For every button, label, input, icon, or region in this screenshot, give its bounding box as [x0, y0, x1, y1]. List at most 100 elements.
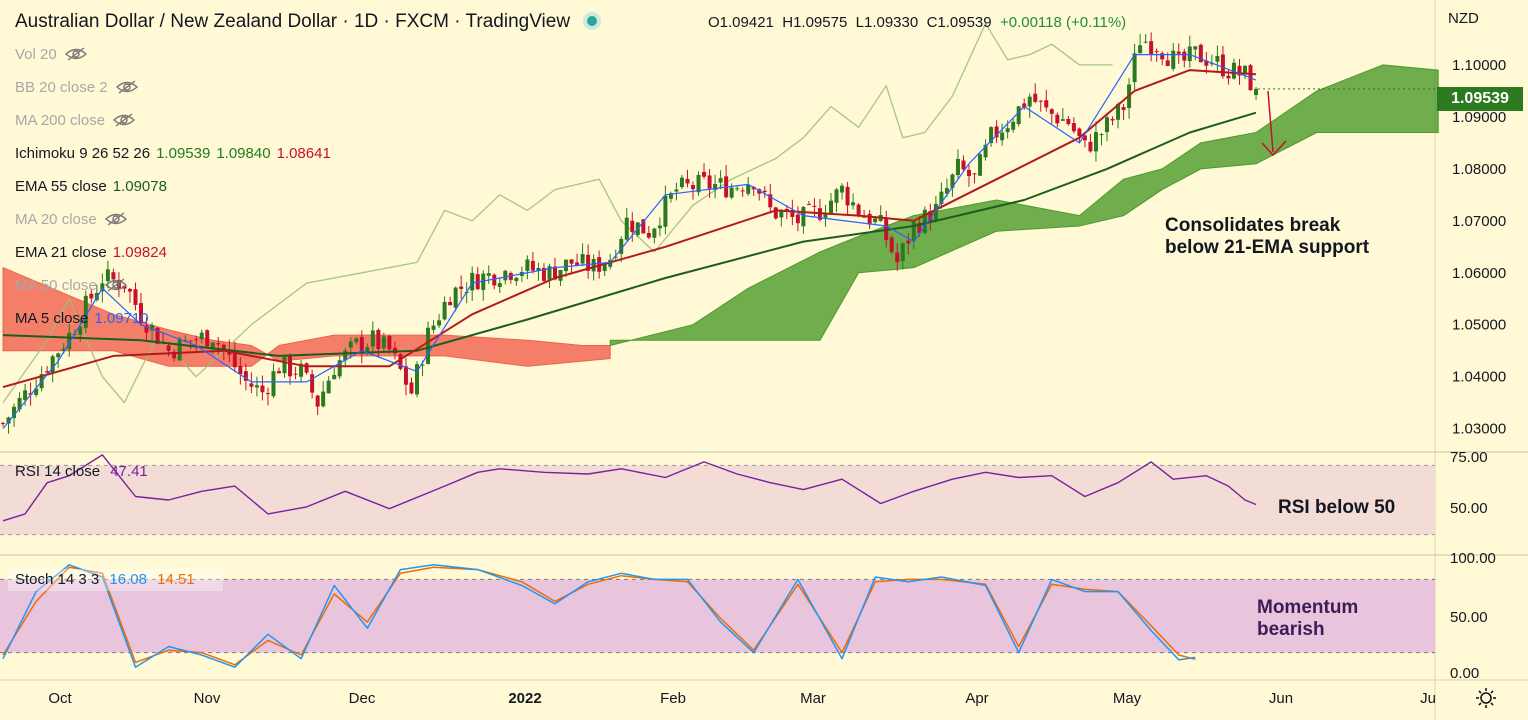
candle-body	[1105, 117, 1109, 133]
stoch-annotation-line-1: Momentum	[1257, 597, 1359, 618]
candle-body	[553, 266, 557, 280]
candle-body	[900, 243, 905, 261]
candle-body	[89, 293, 94, 299]
candle-body	[194, 339, 199, 341]
candle-body	[630, 220, 635, 232]
candle-body	[806, 203, 811, 205]
candle-body	[939, 191, 944, 205]
time-tick-label: Mar	[800, 690, 826, 707]
legend-row[interactable]: MA 5 close 1.09710	[15, 310, 149, 328]
candle-body	[961, 160, 966, 170]
candle-body	[437, 320, 442, 326]
candle-body	[238, 365, 243, 375]
hidden-eye-icon[interactable]	[113, 113, 136, 127]
legend-row[interactable]: Vol 20	[15, 46, 87, 64]
settings-gear-icon[interactable]	[1475, 687, 1497, 709]
candle-body	[944, 188, 949, 194]
candle-body	[668, 193, 673, 199]
legend-row[interactable]: EMA 55 close 1.09078	[15, 178, 167, 196]
candle-body	[216, 343, 221, 345]
stoch-d-value: 14.51	[157, 571, 195, 588]
candle-body	[127, 288, 132, 292]
candle-body	[641, 219, 646, 234]
candle-body	[315, 395, 320, 407]
candle-body	[23, 390, 28, 401]
candle-body	[514, 277, 519, 282]
candle-body	[795, 214, 800, 224]
candle-body	[177, 338, 182, 361]
rsi-legend[interactable]: RSI 14 close 47.41	[15, 463, 148, 481]
candle-body	[856, 204, 861, 216]
candle-body	[205, 330, 210, 347]
stoch-k-value: 16.08	[109, 571, 147, 588]
candle-body	[376, 329, 381, 349]
time-tick-label: Feb	[660, 690, 686, 707]
candle-body	[1149, 41, 1154, 54]
candle-body	[1033, 93, 1038, 102]
candle-body	[1116, 104, 1121, 120]
candle-body	[326, 380, 331, 394]
candle-body	[674, 189, 679, 192]
candle-body	[1077, 128, 1082, 137]
stoch-legend[interactable]: Stoch 14 3 3 16.08 14.51	[15, 571, 195, 589]
legend-row[interactable]: BB 20 close 2	[15, 79, 138, 97]
hidden-eye-icon[interactable]	[64, 47, 87, 61]
legend-row[interactable]: MA 20 close	[15, 211, 127, 229]
candle-body	[1099, 134, 1104, 136]
currency-label[interactable]: NZD	[1448, 10, 1479, 27]
candle-body	[911, 221, 916, 241]
candle-body	[288, 355, 293, 377]
close-value: C1.09539	[926, 14, 992, 31]
candle-body	[282, 356, 287, 374]
candle-body	[1237, 65, 1242, 76]
candle-body	[862, 216, 867, 218]
price-axis-bg	[1435, 0, 1528, 720]
legend-row[interactable]: EMA 21 close 1.09824	[15, 244, 167, 262]
ichimoku-lagging-span	[2, 22, 1113, 404]
candle-body	[249, 383, 254, 387]
price-annotation: Consolidates break below 21-EMA support	[1165, 215, 1369, 259]
candle-body	[78, 326, 83, 335]
candle-body	[840, 185, 845, 193]
hidden-eye-icon[interactable]	[104, 278, 127, 292]
legend-row[interactable]: MA 200 close	[15, 112, 136, 130]
candle-body	[702, 171, 707, 177]
candle-body	[1138, 45, 1143, 54]
price-tick-label: 1.03000	[1452, 421, 1506, 438]
legend-row[interactable]: MA 50 close	[15, 277, 127, 295]
candle-body	[403, 366, 408, 385]
candle-body	[370, 330, 375, 347]
candle-body	[884, 217, 889, 241]
candle-body	[6, 417, 11, 424]
candle-body	[1049, 109, 1054, 114]
price-tick-label: 1.07000	[1452, 213, 1506, 230]
candle-body	[834, 189, 839, 203]
price-tick-label: 1.09000	[1452, 109, 1506, 126]
candle-body	[172, 351, 177, 359]
candle-body	[928, 211, 933, 223]
price-tick-label: 1.05000	[1452, 317, 1506, 334]
candles	[1, 32, 1259, 434]
candle-body	[332, 374, 337, 380]
candle-body	[1, 423, 5, 425]
candle-body	[453, 287, 458, 308]
candle-body	[530, 261, 535, 271]
candle-body	[67, 332, 72, 350]
candle-body	[17, 397, 22, 410]
hidden-eye-icon[interactable]	[104, 212, 127, 226]
candle-body	[950, 174, 955, 188]
legend-row[interactable]: Ichimoku 9 26 52 26 1.09539 1.09840 1.08641	[15, 145, 331, 163]
candle-body	[486, 273, 491, 276]
candle-body	[718, 178, 723, 183]
ema-21-line	[2, 69, 1257, 389]
candle-body	[790, 210, 795, 217]
candle-body	[812, 205, 817, 207]
candle-body	[254, 385, 259, 388]
candle-body	[387, 336, 392, 350]
candle-body	[1160, 53, 1165, 60]
candle-body	[321, 391, 326, 407]
candle-body	[61, 348, 66, 352]
hidden-eye-icon[interactable]	[115, 80, 138, 94]
candle-body	[657, 225, 662, 229]
